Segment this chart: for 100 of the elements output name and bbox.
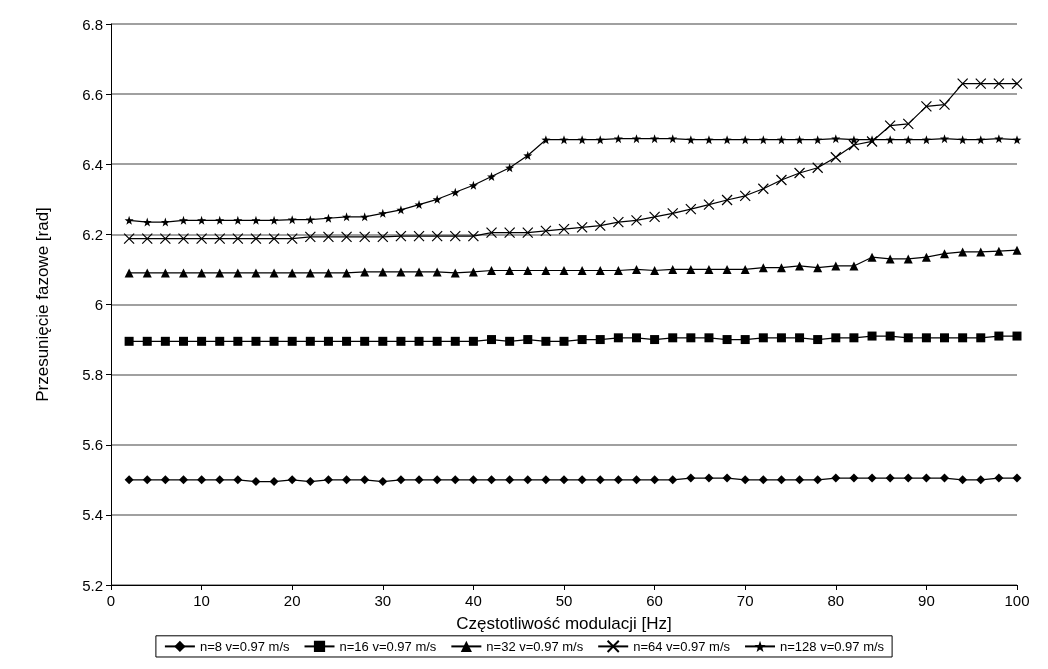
point: [287, 475, 297, 485]
point: [141, 232, 153, 245]
point: [124, 215, 134, 225]
point: [340, 231, 353, 243]
point: [215, 336, 225, 346]
point: [286, 232, 298, 245]
point: [921, 135, 931, 145]
point: [468, 475, 478, 485]
point: [559, 265, 569, 275]
point: [160, 336, 170, 346]
point: [142, 217, 152, 227]
point: [740, 475, 750, 485]
point: [505, 475, 515, 485]
y-tick-label: 6.4: [82, 155, 103, 173]
point: [178, 336, 188, 346]
point: [704, 473, 714, 483]
point: [359, 231, 371, 243]
point: [938, 99, 951, 111]
point: [396, 475, 406, 485]
point: [631, 134, 641, 144]
point: [124, 336, 134, 346]
y-tick-label: 6: [94, 296, 103, 313]
point: [540, 225, 552, 237]
point: [795, 333, 805, 343]
point: [631, 333, 641, 343]
legend-label: n=32 v=0.97 m/s: [486, 638, 584, 654]
point: [268, 232, 280, 245]
point: [849, 473, 859, 483]
point: [468, 180, 478, 190]
point: [504, 227, 516, 239]
point: [940, 249, 950, 259]
point: [776, 333, 786, 343]
point: [467, 230, 479, 242]
point: [197, 475, 207, 485]
point: [432, 475, 442, 485]
point: [667, 207, 679, 219]
x-tick-label: 0: [106, 592, 116, 609]
point: [685, 203, 697, 215]
point: [668, 333, 678, 343]
point: [541, 475, 551, 485]
point: [757, 183, 769, 195]
point: [958, 475, 968, 485]
point: [287, 336, 297, 346]
point: [758, 475, 768, 485]
point: [450, 336, 460, 346]
point: [703, 198, 715, 211]
point: [686, 264, 696, 274]
point: [233, 336, 243, 346]
point: [505, 265, 515, 275]
point: [613, 265, 623, 275]
point: [487, 475, 497, 485]
point: [885, 473, 895, 483]
point: [214, 232, 226, 245]
point: [505, 336, 515, 346]
point: [668, 475, 678, 485]
point: [559, 336, 569, 346]
point: [414, 336, 424, 346]
point: [414, 267, 424, 277]
point: [994, 331, 1004, 341]
x-tick-label: 10: [193, 592, 210, 609]
point: [251, 215, 261, 225]
point: [177, 232, 190, 245]
legend-label: n=16 v=0.97 m/s: [339, 638, 437, 654]
point: [921, 473, 931, 483]
point: [776, 475, 786, 485]
point: [449, 230, 461, 242]
point: [903, 333, 913, 343]
point: [650, 265, 660, 275]
point: [323, 336, 333, 346]
y-tick-label: 6.8: [82, 15, 103, 33]
point: [485, 227, 498, 239]
point: [649, 211, 661, 223]
point: [577, 335, 587, 345]
point: [831, 473, 841, 483]
point: [722, 473, 732, 483]
point: [793, 167, 806, 179]
point: [631, 264, 641, 274]
point: [378, 336, 388, 346]
point: [487, 265, 497, 275]
point: [595, 475, 605, 485]
point: [159, 232, 171, 245]
point: [650, 475, 660, 485]
point: [612, 216, 624, 228]
point: [360, 336, 370, 346]
point: [160, 217, 170, 227]
point: [957, 78, 969, 90]
point: [595, 265, 605, 275]
point: [595, 335, 605, 345]
point: [577, 475, 587, 485]
point: [958, 333, 968, 343]
point: [342, 212, 352, 222]
point: [251, 477, 261, 487]
point: [722, 264, 732, 274]
point: [848, 139, 860, 151]
y-tick-label: 5.6: [82, 436, 103, 454]
point: [976, 333, 986, 343]
point: [903, 473, 913, 483]
point: [523, 475, 533, 485]
point: [305, 336, 315, 346]
point: [523, 150, 533, 160]
